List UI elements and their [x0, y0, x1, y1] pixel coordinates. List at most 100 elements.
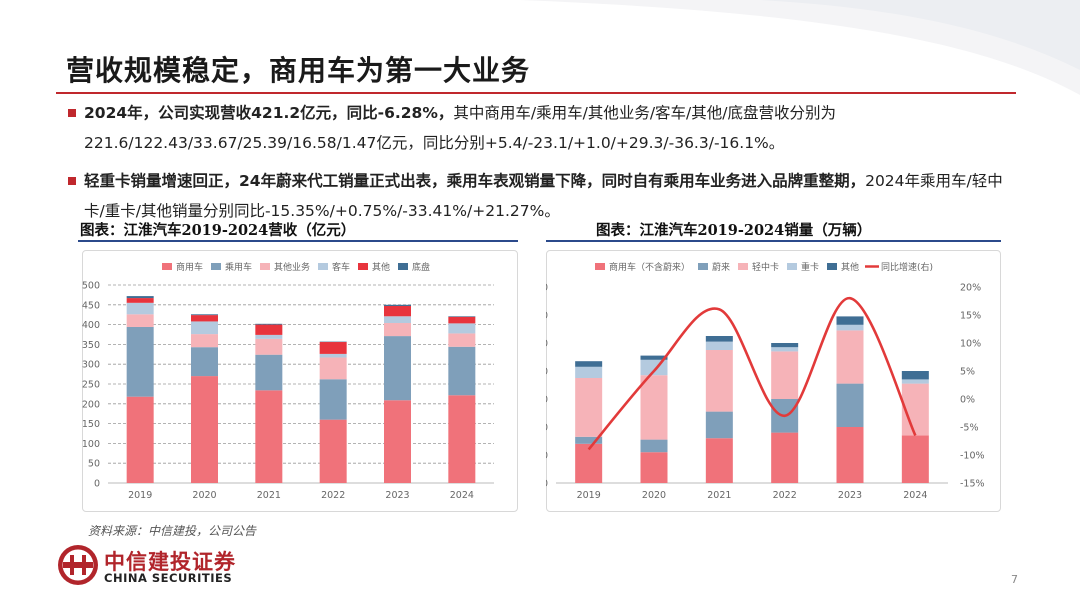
logo-text-en: CHINA SECURITIES [104, 571, 233, 585]
bar-segment [384, 336, 411, 401]
x-tick-label: 2021 [707, 490, 731, 501]
y2-tick-label: 15% [960, 311, 981, 322]
bar-segment [901, 379, 929, 384]
x-tick-label: 2022 [773, 490, 797, 501]
bar-segment [384, 304, 411, 306]
bar-segment [448, 333, 476, 347]
legend-label: 商用车 [176, 261, 203, 273]
bar-segment [126, 396, 154, 483]
revenue-chart: 商用车 乘用车 其他业务 客车 其他 底盘 0 50 100 150 200 250 300 350 400… [82, 261, 494, 501]
y-tick-label: 0 [94, 479, 100, 490]
legend-swatch [698, 263, 708, 270]
page-title: 营收规模稳定，商用车为第一大业务 [66, 54, 531, 87]
bar-segment [191, 347, 218, 377]
logo-text-cn: 中信建投证券 [104, 550, 236, 574]
legend-label: 重卡 [801, 261, 819, 273]
bar-segment [448, 395, 476, 483]
bar-segment [255, 390, 283, 483]
y-tick-label: 0 [546, 479, 548, 490]
revenue-chart-frame [82, 250, 518, 512]
bar-segment [319, 419, 347, 483]
y-tick-label: 500 [82, 281, 100, 292]
bar-segment [126, 296, 154, 299]
legend-swatch [162, 263, 172, 270]
bar-segment [836, 330, 864, 384]
x-tick-label: 2020 [642, 490, 666, 501]
legend-swatch [260, 263, 270, 270]
legend-label: 蔚来 [712, 261, 730, 273]
bullet-revenue: 2024年，公司实现营收421.2亿元，同比-6.28%，其中商用车/乘用车/其… [68, 98, 1018, 158]
y-tick-label: 30 [546, 395, 548, 406]
bar-segment [448, 323, 476, 334]
bar-segment [448, 316, 476, 324]
y-tick-label: 20 [546, 423, 548, 434]
bar-segment [126, 298, 154, 303]
bar-segment [255, 323, 283, 325]
bar-segment [448, 316, 476, 317]
bar-segment [319, 357, 347, 380]
x-tick-label: 2019 [128, 490, 152, 501]
bullet-text: 2024年乘用车/轻中卡/重卡/其他销量分别同比-15.35%/+0.75%/-… [84, 172, 1003, 220]
legend-swatch [358, 263, 368, 270]
bar-segment [640, 439, 668, 453]
bullet-bold: 轻重卡销量增速回正，24年蔚来代工销量正式出表，乘用车表观销量下降，同时自有乘用… [84, 172, 866, 190]
bar-segment [771, 347, 799, 352]
bar-segment [448, 346, 476, 396]
page-number: 7 [1011, 573, 1018, 586]
y-tick-label: 300 [82, 360, 100, 371]
legend-label: 轻中卡 [752, 261, 779, 273]
y-tick-label: 10 [546, 451, 548, 462]
bullet-text: 其中商用车/乘用车/其他业务/客车/其他/底盘营收分别为221.6/122.43… [84, 104, 836, 152]
bar-segment [384, 323, 411, 337]
bar-segment [836, 427, 864, 483]
bar-segment [191, 321, 218, 335]
bar-segment [771, 343, 799, 348]
bullet-bold: 2024年，公司实现营收421.2亿元，同比-6.28%， [84, 104, 454, 122]
bar-segment [384, 400, 411, 483]
bar-segment [384, 316, 411, 324]
bar-segment [771, 432, 799, 483]
header-decoration [520, 0, 1080, 95]
bar-segment [836, 383, 864, 427]
bar-segment [901, 435, 929, 483]
bar-segment [640, 452, 668, 483]
legend-label: 底盘 [412, 261, 430, 273]
y-tick-label: 50 [546, 339, 548, 350]
x-tick-label: 2019 [577, 490, 601, 501]
y2-tick-label: 0% [960, 395, 975, 406]
bar-segment [255, 324, 283, 335]
legend-label: 乘用车 [225, 261, 252, 273]
bar-segment [705, 411, 733, 439]
bar-segment [901, 371, 929, 380]
bar-segment [705, 341, 733, 350]
bar-segment [319, 342, 347, 354]
y-tick-label: 100 [82, 439, 100, 450]
bar-segment [126, 302, 154, 315]
bar-segment [126, 326, 154, 397]
bullet-sales: 轻重卡销量增速回正，24年蔚来代工销量正式出表，乘用车表观销量下降，同时自有乘用… [68, 166, 1018, 226]
x-tick-label: 2024 [450, 490, 474, 501]
bar-segment [575, 366, 603, 378]
citic-logo-icon [58, 545, 98, 585]
y-tick-label: 250 [82, 380, 100, 391]
revenue-chart-title: 图表：江淮汽车2019-2024营收（亿元） [80, 222, 356, 239]
x-tick-label: 2020 [192, 490, 216, 501]
legend-swatch [595, 263, 605, 270]
bar-segment [771, 351, 799, 399]
bar-segment [255, 354, 283, 391]
y-tick-label: 50 [88, 459, 100, 470]
legend-label: 同比增速(右) [881, 261, 933, 273]
legend-swatch [827, 263, 837, 270]
x-tick-label: 2022 [321, 490, 345, 501]
legend-label: 其他业务 [274, 261, 310, 273]
legend-swatch [211, 263, 221, 270]
bar-segment [319, 353, 347, 358]
sales-chart-title: 图表：江淮汽车2019-2024销量（万辆） [596, 222, 872, 239]
y2-tick-label: 10% [960, 339, 981, 350]
growth-line [587, 296, 917, 451]
legend-swatch [398, 263, 408, 270]
x-tick-label: 2023 [385, 490, 409, 501]
x-tick-label: 2023 [838, 490, 862, 501]
bar-segment [191, 315, 218, 322]
y-tick-label: 450 [82, 300, 100, 311]
